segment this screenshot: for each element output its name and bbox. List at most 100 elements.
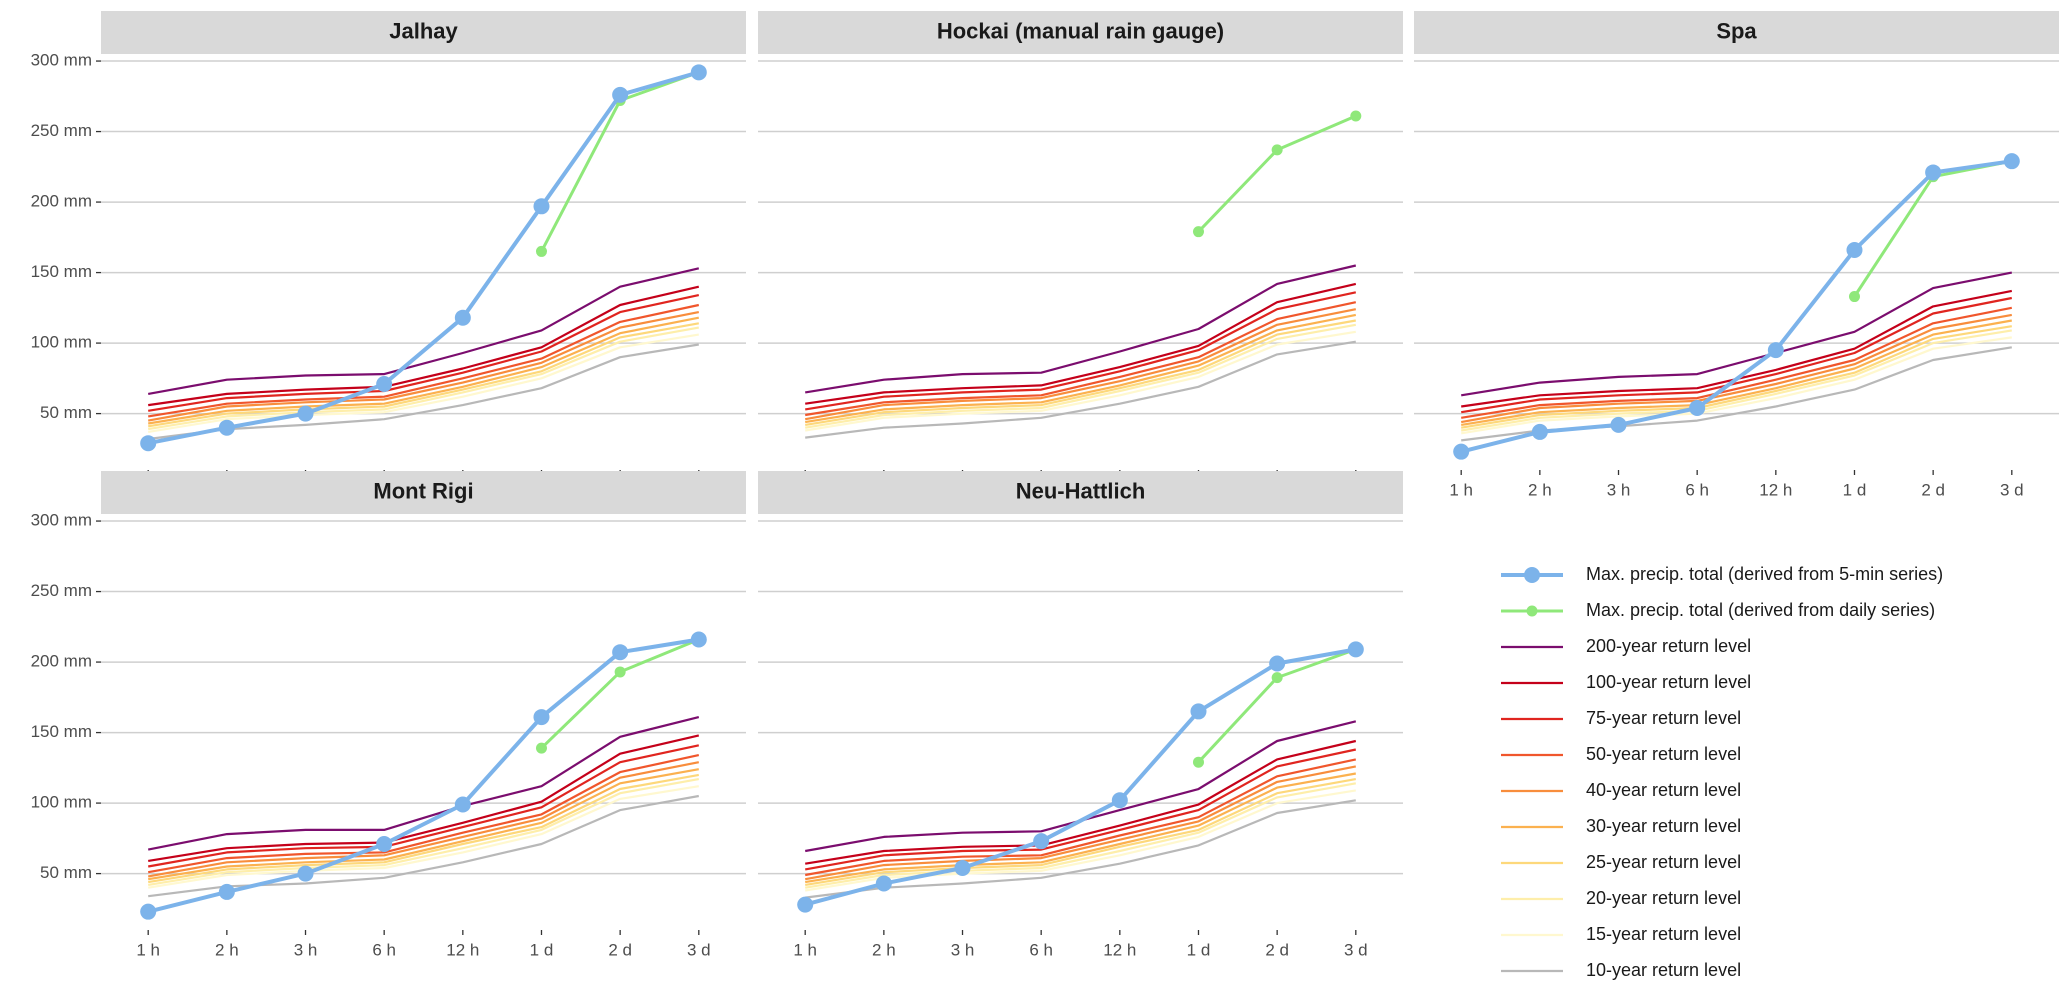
series-line: [148, 343, 699, 441]
series-line: [148, 322, 699, 428]
y-tick-label: 200 mm: [31, 652, 92, 671]
series-line: [1461, 313, 2012, 424]
y-tick-label: 50 mm: [40, 863, 92, 882]
data-point: [1271, 144, 1283, 156]
x-tick-label: 12 h: [446, 940, 479, 959]
series-line: [805, 330, 1356, 432]
series-line: [805, 282, 1357, 405]
series-line: [148, 768, 699, 881]
legend-label: 25-year return level: [1586, 852, 1741, 872]
data-point: [533, 198, 550, 215]
legend-label: 10-year return level: [1586, 960, 1741, 980]
series-line: [804, 647, 1357, 907]
data-point: [1111, 792, 1128, 809]
strip: [758, 471, 1403, 514]
data-point: [1453, 443, 1470, 460]
x-tick-label: 2 d: [1265, 940, 1289, 959]
x-tick-label: 1 h: [1449, 480, 1473, 499]
strip: [758, 11, 1403, 54]
y-tick-label: 300 mm: [31, 511, 92, 530]
data-point: [1689, 399, 1706, 416]
data-point: [1610, 416, 1627, 433]
series-line: [805, 778, 1356, 886]
series-line: [1461, 329, 2012, 432]
series-line: [148, 773, 699, 884]
series-line: [1460, 159, 2013, 454]
y-tick-label: 150 mm: [31, 722, 92, 741]
data-point: [954, 859, 971, 876]
series-line: [148, 285, 700, 407]
x-tick-label: 2 d: [1921, 480, 1945, 499]
data-point: [218, 883, 235, 900]
x-tick-label: 6 h: [372, 940, 396, 959]
legend-label: 20-year return level: [1586, 888, 1741, 908]
data-point: [1033, 833, 1050, 850]
panel-title: Spa: [1716, 18, 1757, 43]
legend-key-point: [1526, 605, 1538, 617]
series-line: [805, 789, 1356, 892]
data-point: [1846, 242, 1863, 259]
series-line: [805, 319, 1356, 426]
legend-label: 100-year return level: [1586, 672, 1751, 692]
x-tick-label: 1 d: [1187, 940, 1211, 959]
data-point: [1347, 641, 1364, 658]
x-tick-label: 12 h: [1103, 940, 1136, 959]
series-line: [805, 739, 1357, 865]
y-tick-label: 100 mm: [31, 333, 92, 352]
series-line: [805, 758, 1357, 877]
legend-key-point: [1524, 567, 1540, 583]
series-line: [1461, 296, 2013, 414]
series-line: [805, 301, 1357, 417]
data-point: [1925, 164, 1942, 181]
data-point: [1848, 291, 1860, 303]
series-line: [148, 311, 700, 422]
x-tick-label: 3 d: [1344, 940, 1368, 959]
x-tick-label: 12 h: [1759, 480, 1792, 499]
x-tick-label: 3 d: [687, 940, 711, 959]
y-tick-label: 250 mm: [31, 581, 92, 600]
series-line: [148, 303, 700, 418]
data-point: [690, 64, 707, 81]
data-point: [690, 631, 707, 648]
data-point: [797, 896, 814, 913]
series-line: [805, 308, 1357, 421]
data-point: [297, 865, 314, 882]
x-tick-label: 6 h: [1685, 480, 1709, 499]
data-point: [376, 375, 393, 392]
x-tick-label: 3 h: [294, 940, 318, 959]
series-line: [148, 267, 700, 395]
data-point: [1271, 672, 1283, 684]
strip: [1414, 11, 2059, 54]
series-line: [805, 264, 1357, 394]
series-line: [147, 70, 700, 446]
panel-title: Hockai (manual rain gauge): [937, 18, 1224, 43]
data-point: [454, 309, 471, 326]
x-tick-label: 3 d: [2000, 480, 2024, 499]
series-line: [148, 326, 699, 431]
series-line: [1461, 319, 2012, 426]
x-tick-label: 1 h: [793, 940, 817, 959]
data-point: [875, 875, 892, 892]
strip: [101, 11, 746, 54]
panel-title: Neu-Hattlich: [1016, 478, 1146, 503]
series-line: [805, 799, 1356, 899]
data-point: [1767, 342, 1784, 359]
data-point: [376, 835, 393, 852]
data-point: [1531, 423, 1548, 440]
legend-label: Max. precip. total (derived from daily s…: [1586, 600, 1935, 620]
series-line: [148, 785, 699, 889]
panel-title: Jalhay: [389, 18, 458, 43]
legend-label: 15-year return level: [1586, 924, 1741, 944]
data-point: [612, 86, 629, 103]
series-line: [1461, 271, 2013, 397]
data-point: [2003, 153, 2020, 170]
x-tick-label: 1 h: [136, 940, 160, 959]
series-line: [148, 294, 700, 412]
panel-title: Mont Rigi: [373, 478, 473, 503]
legend-label: 75-year return level: [1586, 708, 1741, 728]
y-tick-label: 100 mm: [31, 793, 92, 812]
series-line: [1461, 336, 2012, 435]
series-line: [805, 313, 1357, 424]
y-tick-label: 50 mm: [40, 403, 92, 422]
